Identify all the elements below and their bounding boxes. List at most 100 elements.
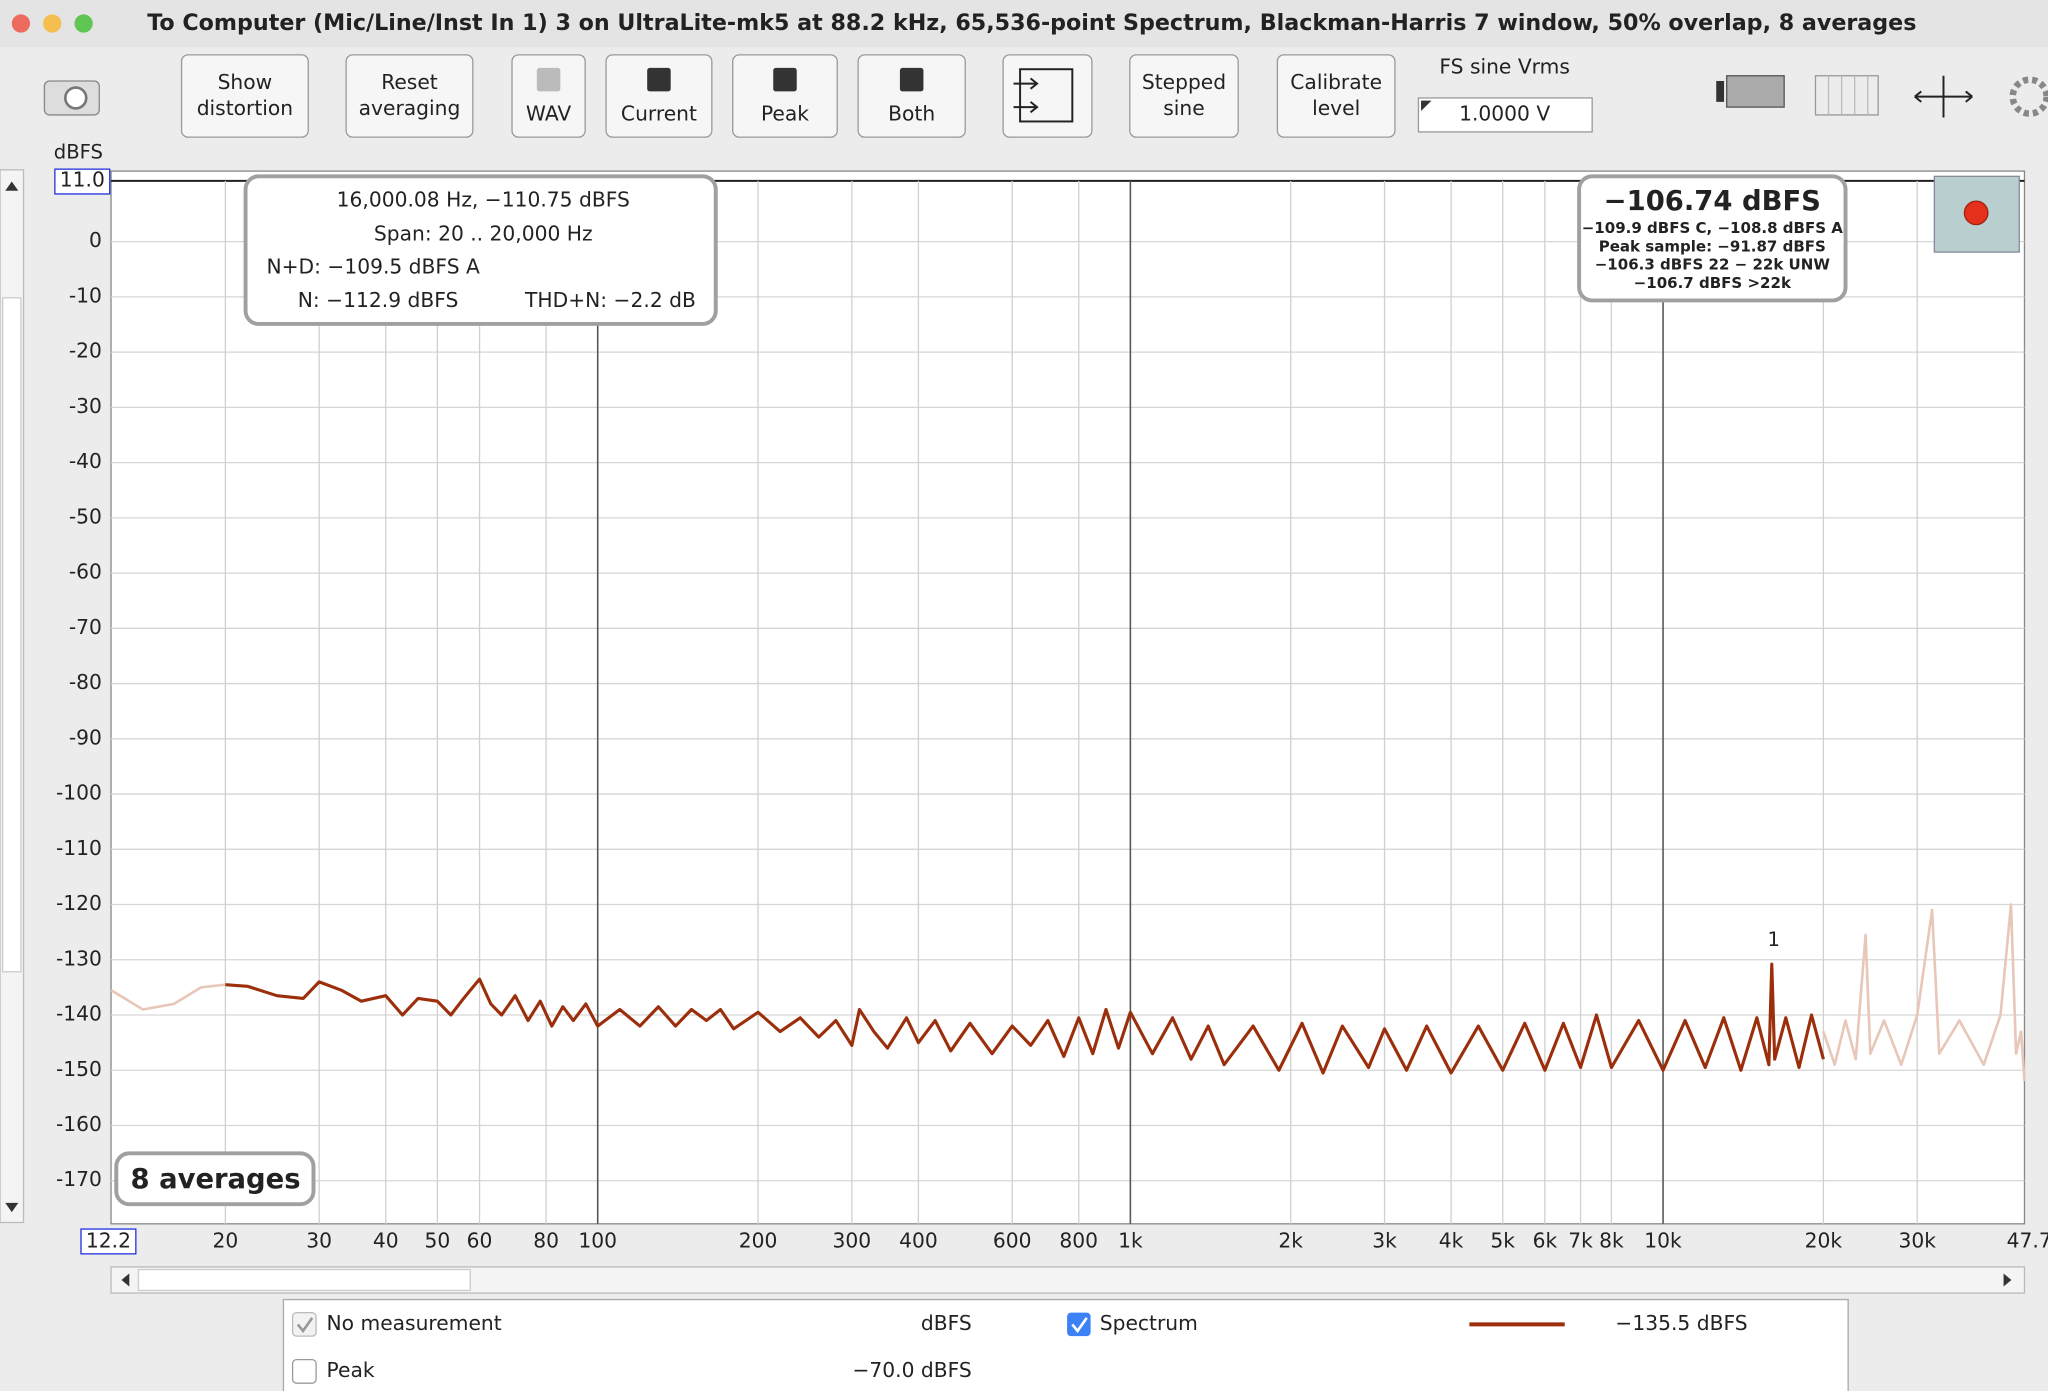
legend-value: −135.5 dBFS	[1615, 1311, 1747, 1335]
spectrum-trace	[1822, 903, 2026, 1082]
window-title: To Computer (Mic/Line/Inst In 1) 3 on Ul…	[147, 10, 1916, 36]
checkbox[interactable]	[1067, 1312, 1091, 1337]
x-tick-label: 12.2	[86, 1229, 131, 1253]
button-face[interactable]	[857, 54, 966, 138]
button-label: WAV	[526, 101, 571, 125]
y-tick-label: -40	[69, 449, 102, 473]
x-tick-label: 5k	[1490, 1229, 1515, 1253]
legend-label: Spectrum	[1100, 1311, 1198, 1335]
toolbar-button[interactable]: Current	[605, 54, 713, 138]
save-icon	[773, 67, 797, 92]
y-tick-label: 0	[89, 228, 102, 252]
x-tick-label: 80	[533, 1229, 559, 1253]
level-line: −106.7 dBFS >22k	[1634, 274, 1792, 292]
close-button[interactable]	[11, 14, 31, 33]
x-tick-label: 6k	[1533, 1229, 1558, 1253]
averages-text: 8 averages	[130, 1164, 300, 1195]
button-face[interactable]	[1129, 54, 1239, 138]
y-tick-label: -170	[56, 1167, 102, 1191]
save-icon	[647, 67, 671, 92]
level-line: −106.3 dBFS 22 − 22k UNW	[1595, 256, 1831, 274]
legend-panel	[282, 1298, 1849, 1391]
y-tick-label: -20	[69, 339, 102, 363]
layout-icons[interactable]	[1716, 75, 2048, 118]
fs-value[interactable]: 1.0000 V	[1459, 101, 1550, 125]
button-label: Calibrate	[1290, 70, 1382, 94]
legend-label: Peak	[327, 1358, 375, 1382]
button-face[interactable]	[605, 54, 713, 138]
y-tick-label: -140	[56, 1002, 102, 1026]
x-tick-label: 4k	[1439, 1229, 1464, 1253]
io-button[interactable]	[1002, 54, 1093, 138]
button-label: sine	[1163, 96, 1204, 120]
x-tick-label: 400	[899, 1229, 938, 1253]
y-tick-label: -160	[56, 1112, 102, 1136]
save-icon	[899, 67, 924, 92]
y-tick-label: -70	[69, 615, 102, 639]
x-tick-label: 30	[306, 1229, 332, 1253]
level-line: −109.9 dBFS C, −108.8 dBFS A	[1582, 219, 1844, 237]
zoom-button[interactable]	[74, 14, 93, 33]
y-tick-label: -130	[56, 946, 102, 970]
averages-badge	[114, 1151, 316, 1207]
button-label: Both	[888, 101, 935, 125]
checkbox[interactable]	[291, 1359, 317, 1384]
y-tick-label: -100	[56, 781, 102, 805]
toolbar-button[interactable]: Peak	[732, 54, 838, 138]
horizontal-scroll-thumb[interactable]	[137, 1268, 471, 1292]
y-tick-label: -120	[56, 891, 102, 915]
button-face[interactable]	[511, 54, 586, 138]
axis-limit-box	[54, 168, 111, 195]
x-tick-label: 50	[424, 1229, 450, 1253]
button-face[interactable]	[732, 54, 838, 138]
minimize-button[interactable]	[43, 14, 62, 33]
x-tick-label: 600	[993, 1229, 1032, 1253]
y-tick-label: -150	[56, 1057, 102, 1081]
y-tick-label: -110	[56, 836, 102, 860]
x-tick-label: 20k	[1805, 1229, 1843, 1253]
toolbar-button[interactable]: WAV	[511, 54, 586, 138]
button-label: Current	[621, 101, 697, 125]
button-label: level	[1312, 96, 1360, 120]
x-tick-label: 47.7kHz	[2007, 1229, 2048, 1253]
button-face[interactable]	[180, 54, 309, 138]
spectrum-trace	[110, 983, 226, 1011]
button-label: averaging	[359, 96, 461, 120]
spectrum-trace	[225, 962, 1825, 1075]
title-bar	[0, 0, 2048, 48]
axis-limit-box	[80, 1228, 137, 1255]
button-label: Peak	[761, 101, 809, 125]
button-label: Reset	[381, 70, 438, 94]
x-tick-label: 8k	[1599, 1229, 1624, 1253]
x-tick-label: 800	[1059, 1229, 1098, 1253]
fs-field[interactable]	[1417, 97, 1593, 133]
checkbox[interactable]	[291, 1311, 317, 1337]
button-label: distortion	[197, 96, 293, 120]
level-results-box	[1577, 174, 1848, 303]
cursor-info-box	[243, 174, 718, 326]
y-tick-label: -50	[69, 504, 102, 528]
record-indicator	[1963, 200, 1989, 226]
button-face[interactable]	[345, 54, 474, 138]
x-tick-label: 3k	[1372, 1229, 1397, 1253]
x-tick-label: 60	[467, 1229, 493, 1253]
legend-label: No measurement	[327, 1311, 502, 1335]
button-label: Show	[218, 70, 273, 94]
level-main: −106.74 dBFS	[1604, 186, 1821, 217]
y-tick-label: -90	[69, 725, 102, 749]
x-tick-label: 30k	[1898, 1229, 1936, 1253]
harmonic-marker: 1	[1767, 928, 1779, 951]
x-tick-label: 7k	[1568, 1229, 1593, 1253]
camera-icon[interactable]	[43, 80, 100, 116]
button-face[interactable]	[1276, 54, 1396, 138]
thdn-readout: THD+N: −2.2 dB	[524, 288, 696, 312]
toolbar-button[interactable]: Both	[857, 54, 966, 138]
vertical-scroll-thumb[interactable]	[1, 297, 22, 973]
plot-area	[110, 170, 2026, 1225]
